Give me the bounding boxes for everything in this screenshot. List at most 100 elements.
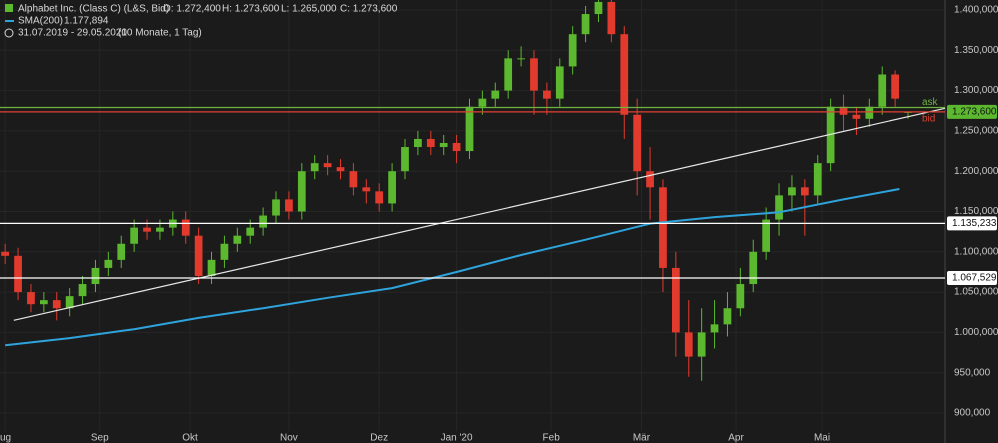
x-tick-label: Apr [728,433,744,443]
candle-body [749,251,758,285]
candle-body [207,259,216,276]
candle-body [452,142,461,152]
candle-body [233,235,242,244]
candle-body [581,14,590,35]
candle-body [310,163,319,172]
y-tick-label: 1.300,000 [954,85,998,96]
candle-icon [5,4,13,12]
candle-body [478,98,487,107]
quote-low: L: 1.265,000 [281,4,337,15]
candle-body [272,199,280,216]
y-tick-label: 1.200,000 [954,166,998,177]
x-tick-label: Mär [633,433,651,443]
candle-body [697,332,706,357]
candle-body [659,187,667,268]
candle-body [52,300,61,309]
candle-body [775,195,783,220]
candle-body [78,284,87,297]
candle-body [568,34,577,67]
candle-body [1,251,10,256]
candle-body [104,259,113,268]
y-tick-label: 1.350,000 [954,45,998,56]
candle-body [839,106,848,115]
candle-body [181,219,190,236]
x-tick-label: Okt [182,433,198,443]
candle-body [865,106,874,119]
candle-body [349,171,358,188]
candle-body [504,58,513,91]
level-name: bid [922,114,935,125]
candle-body [607,1,616,35]
level-name: ask [922,97,939,108]
quote-open: O: 1.272,400 [163,4,221,15]
header: Alphabet Inc. (Class C) (L&S, Bid) O: 1.… [4,4,398,39]
candle-body [891,74,899,99]
y-tick-label: 950,000 [954,367,991,378]
candle-body [27,292,35,305]
candle-body [620,34,629,115]
candle-body [813,163,822,196]
candle-body [684,332,693,357]
candle-body [555,66,564,99]
candle-body [285,199,293,212]
candle-body [633,114,642,172]
candle-body [401,147,409,172]
price-badge-label: 1.067,529 [952,273,997,284]
candle-body [517,58,525,60]
y-tick-label: 1.100,000 [954,246,998,257]
y-tick-label: 1.150,000 [954,206,998,217]
candle-body [762,219,771,252]
candle-body [220,243,229,260]
candle-body [156,227,164,232]
candle-body [465,106,474,152]
candle-body [736,284,745,309]
candle-body [530,58,538,91]
x-tick-label: ug [0,433,11,443]
price-badge [947,270,997,285]
price-badge-label: 1.273,600 [952,107,997,118]
candle-body [194,235,203,276]
candle-body [439,142,448,148]
y-tick-label: 900,000 [954,408,991,419]
x-tick-label: Mai [814,433,830,443]
candle-body [414,138,422,148]
x-tick-label: Jan '20 [441,433,473,443]
y-tick-label: 1.400,000 [954,5,998,16]
x-tick-label: Feb [543,433,561,443]
candle-body [426,138,435,148]
quote-close: C: 1.273,600 [340,4,398,15]
candle-body [91,267,100,285]
quote-high: H: 1.273,600 [222,4,280,15]
candle-body [14,255,22,293]
trend-line [13,107,946,321]
candle-body [594,1,603,15]
clock-icon [4,28,14,38]
candle-body [671,267,680,333]
candle-body [878,74,887,107]
candle-body [375,191,384,204]
price-badge [947,104,997,119]
candle-body [723,308,732,325]
candle-body [852,114,861,119]
candle-body [710,324,719,333]
candle-body [800,187,809,196]
candle-body [117,243,126,260]
sma-legend: SMA(200) [18,16,63,27]
candle-body [336,167,345,172]
candle-body [543,90,551,99]
y-tick-label: 1.000,000 [954,327,998,338]
y-tick-label: 1.250,000 [954,126,998,137]
candle-body [259,215,267,228]
candle-body [491,90,500,99]
sma-value: 1.177,894 [64,16,109,27]
candle-body [323,163,332,168]
sma-line [5,188,900,347]
x-tick-label: Dez [370,433,388,443]
instrument-title: Alphabet Inc. (Class C) (L&S, Bid) [18,4,169,15]
candle-body [388,171,396,204]
candle-body [246,227,255,236]
period-note: (10 Monate, 1 Tag) [118,28,202,39]
date-range: 31.07.2019 - 29.05.2020 [18,28,127,39]
candle-body [65,296,74,309]
